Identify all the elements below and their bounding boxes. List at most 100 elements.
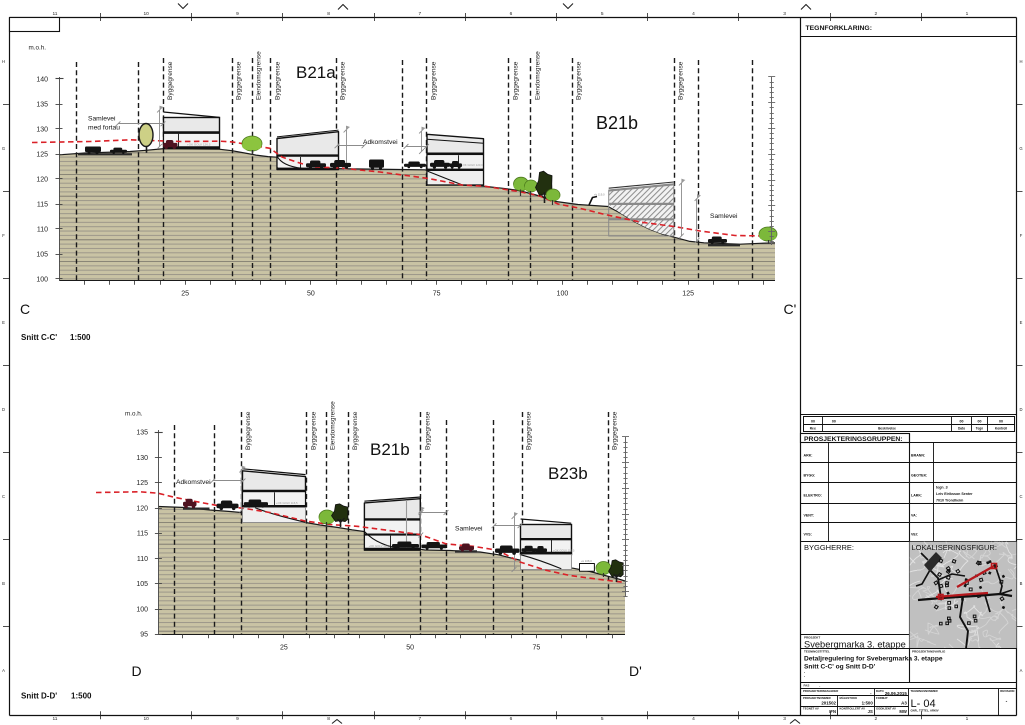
- svg-text:C: C: [1019, 494, 1022, 499]
- svg-text:110: 110: [137, 556, 148, 563]
- svg-text:med fortau: med fortau: [88, 125, 120, 132]
- svg-text:-: -: [819, 683, 821, 688]
- svg-text:125: 125: [136, 480, 148, 487]
- svg-text:120: 120: [36, 176, 48, 183]
- svg-text:4: 4: [692, 716, 695, 722]
- svg-text:C: C: [2, 494, 5, 499]
- svg-text:5: 5: [601, 716, 604, 722]
- svg-text:F: F: [2, 233, 5, 238]
- svg-text:Eiendomsgrense: Eiendomsgrense: [534, 51, 541, 100]
- svg-text:00: 00: [811, 420, 815, 424]
- svg-text:Rev.: Rev.: [810, 426, 817, 430]
- svg-text:1: 1: [966, 11, 969, 17]
- svg-text:1:500: 1:500: [862, 700, 874, 705]
- svg-text:-: -: [804, 670, 805, 674]
- svg-text:25: 25: [280, 645, 288, 652]
- svg-text:D: D: [1019, 407, 1022, 412]
- svg-text:F: F: [1020, 233, 1023, 238]
- svg-text:B21b: B21b: [596, 113, 638, 133]
- svg-text:Byggegrense: Byggegrense: [677, 61, 684, 100]
- svg-text:125: 125: [682, 291, 694, 298]
- svg-text:Byggegrense: Byggegrense: [274, 61, 281, 100]
- svg-text:00: 00: [978, 420, 982, 424]
- svg-text:-: -: [1006, 699, 1008, 705]
- svg-text:E: E: [2, 320, 5, 325]
- svg-text:75: 75: [433, 291, 441, 298]
- svg-text:PROSJEKTNUMMER: PROSJEKTNUMMER: [803, 696, 831, 700]
- svg-text:-: -: [804, 674, 805, 678]
- svg-text:VVS:: VVS:: [804, 533, 812, 537]
- svg-text:2: 2: [874, 716, 877, 722]
- svg-text:VA:: VA:: [911, 514, 917, 518]
- svg-text:TEGNINGSTITTEL: TEGNINGSTITTEL: [804, 650, 830, 654]
- svg-text:100: 100: [36, 276, 48, 283]
- svg-text:100: 100: [136, 606, 148, 613]
- svg-text:D: D: [2, 407, 5, 412]
- svg-text:LARK:: LARK:: [911, 494, 922, 498]
- svg-text:+OK GOLV 112,5: +OK GOLV 112,5: [369, 544, 391, 548]
- svg-text:6: 6: [510, 716, 513, 722]
- svg-text:VENT:: VENT:: [804, 514, 814, 518]
- svg-text:5: 5: [601, 11, 604, 17]
- svg-text:6: 6: [510, 11, 513, 17]
- svg-text:B23b: B23b: [548, 464, 588, 483]
- svg-text:00: 00: [832, 420, 836, 424]
- svg-text:Samlevei: Samlevei: [88, 116, 116, 123]
- svg-text:10: 10: [144, 716, 150, 722]
- svg-text:tegn_3: tegn_3: [936, 486, 948, 490]
- svg-text:115: 115: [37, 201, 48, 208]
- svg-text:7: 7: [418, 716, 421, 722]
- svg-text:100: 100: [557, 291, 569, 298]
- svg-text:Svebergmarka 3. etappe: Svebergmarka 3. etappe: [804, 639, 906, 649]
- svg-text:9: 9: [236, 716, 239, 722]
- svg-text:Kontroll: Kontroll: [995, 426, 1007, 430]
- svg-text:H: H: [1019, 59, 1022, 64]
- svg-text:Samlevei: Samlevei: [710, 213, 738, 220]
- svg-text:Byggegrense: Byggegrense: [575, 61, 582, 100]
- svg-text:10: 10: [144, 11, 150, 17]
- svg-text:+OK GOLV 116,5: +OK GOLV 116,5: [276, 501, 298, 505]
- svg-text:IFN: IFN: [829, 709, 836, 714]
- svg-text:120: 120: [136, 505, 148, 512]
- svg-text:BRANN:: BRANN:: [911, 454, 925, 458]
- svg-text:TEGNINGSNUMMER: TEGNINGSNUMMER: [911, 689, 938, 693]
- svg-text:A3: A3: [901, 701, 907, 706]
- svg-text:C: C: [20, 301, 30, 317]
- svg-text:9: 9: [236, 11, 239, 17]
- svg-text:115: 115: [137, 531, 148, 538]
- svg-text:TEGNET AV: TEGNET AV: [803, 707, 819, 711]
- svg-text:Dato: Dato: [958, 426, 965, 430]
- svg-text:C': C': [784, 301, 797, 317]
- svg-text:FORMAT: FORMAT: [876, 696, 888, 700]
- svg-text:Eiendomsgrense: Eiendomsgrense: [255, 51, 262, 100]
- svg-text:8: 8: [327, 716, 330, 722]
- svg-text:MW: MW: [899, 709, 906, 714]
- svg-text:PROSJEKTERINGSGRUPPEN:: PROSJEKTERINGSGRUPPEN:: [804, 436, 903, 443]
- svg-text:4: 4: [692, 11, 695, 17]
- svg-text:BYGG:: BYGG:: [804, 473, 816, 477]
- svg-text:Leiv Eiriksson Senter: Leiv Eiriksson Senter: [936, 492, 973, 496]
- svg-text:11: 11: [53, 11, 58, 17]
- svg-text:Byggegrense: Byggegrense: [611, 411, 618, 450]
- svg-text:+OK GOLV 111,5: +OK GOLV 111,5: [553, 549, 575, 553]
- svg-text:7010 Trondheim: 7010 Trondheim: [936, 499, 963, 503]
- svg-text:E: E: [1020, 320, 1023, 325]
- svg-text:1:500: 1:500: [70, 333, 91, 342]
- svg-text:-: -: [870, 691, 872, 696]
- svg-text:PROSJEKTERINGSLEDER: PROSJEKTERINGSLEDER: [803, 689, 838, 693]
- svg-text:TEGNFORKLARING:: TEGNFORKLARING:: [806, 25, 872, 32]
- svg-text:Adkomstvei: Adkomstvei: [363, 139, 398, 146]
- svg-text:135: 135: [36, 101, 48, 108]
- svg-text:3: 3: [783, 716, 786, 722]
- svg-text:BYGGHERRE:: BYGGHERRE:: [804, 543, 854, 552]
- svg-text:LOKALISERINGSFIGUR:: LOKALISERINGSFIGUR:: [912, 543, 997, 552]
- svg-text:GEOTEK:: GEOTEK:: [911, 473, 927, 477]
- svg-text:G: G: [2, 146, 5, 151]
- svg-text:75: 75: [532, 645, 540, 652]
- svg-text:Beskrivelse: Beskrivelse: [878, 426, 896, 430]
- svg-text:ELEKTRO:: ELEKTRO:: [804, 494, 822, 498]
- svg-text:Byggegrense: Byggegrense: [310, 411, 317, 450]
- svg-text:Byggegrense: Byggegrense: [424, 411, 431, 450]
- svg-text:A: A: [2, 668, 5, 673]
- svg-text:G: G: [1019, 146, 1022, 151]
